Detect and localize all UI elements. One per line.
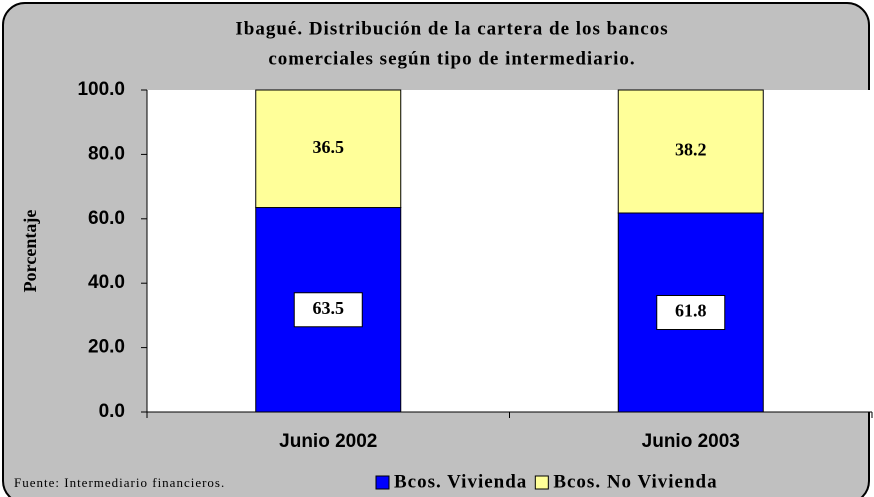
y-tick-label: 100.0 — [77, 79, 125, 100]
data-label-box — [293, 292, 363, 328]
legend-label: Bcos. No Vivienda — [553, 471, 717, 492]
data-label: 63.5 — [313, 298, 345, 318]
y-tick-label: 60.0 — [88, 208, 125, 229]
y-tick-label: 20.0 — [88, 337, 125, 358]
y-tick-label: 40.0 — [88, 272, 125, 293]
y-tick-label: 0.0 — [99, 401, 125, 422]
chart-title: Ibagué. Distribución de la cartera de lo… — [235, 18, 668, 39]
data-label-box — [656, 295, 726, 331]
legend-swatch — [375, 475, 390, 490]
x-tick-label: Junio 2003 — [642, 431, 740, 452]
bar-segment — [617, 89, 764, 214]
data-label: 36.5 — [313, 137, 345, 157]
legend-label: Bcos. Vivienda — [394, 471, 527, 492]
bar-segment — [255, 89, 402, 209]
x-tick-label: Junio 2002 — [279, 431, 377, 452]
source-note: Fuente: Intermediario financieros. — [14, 475, 225, 490]
data-label: 61.8 — [675, 301, 707, 321]
y-tick-label: 80.0 — [88, 143, 125, 164]
legend-swatch — [534, 475, 549, 490]
chart-title: comerciales según tipo de intermediario. — [268, 48, 635, 69]
y-axis-label: Porcentaje — [20, 210, 40, 293]
data-label: 38.2 — [675, 140, 707, 160]
